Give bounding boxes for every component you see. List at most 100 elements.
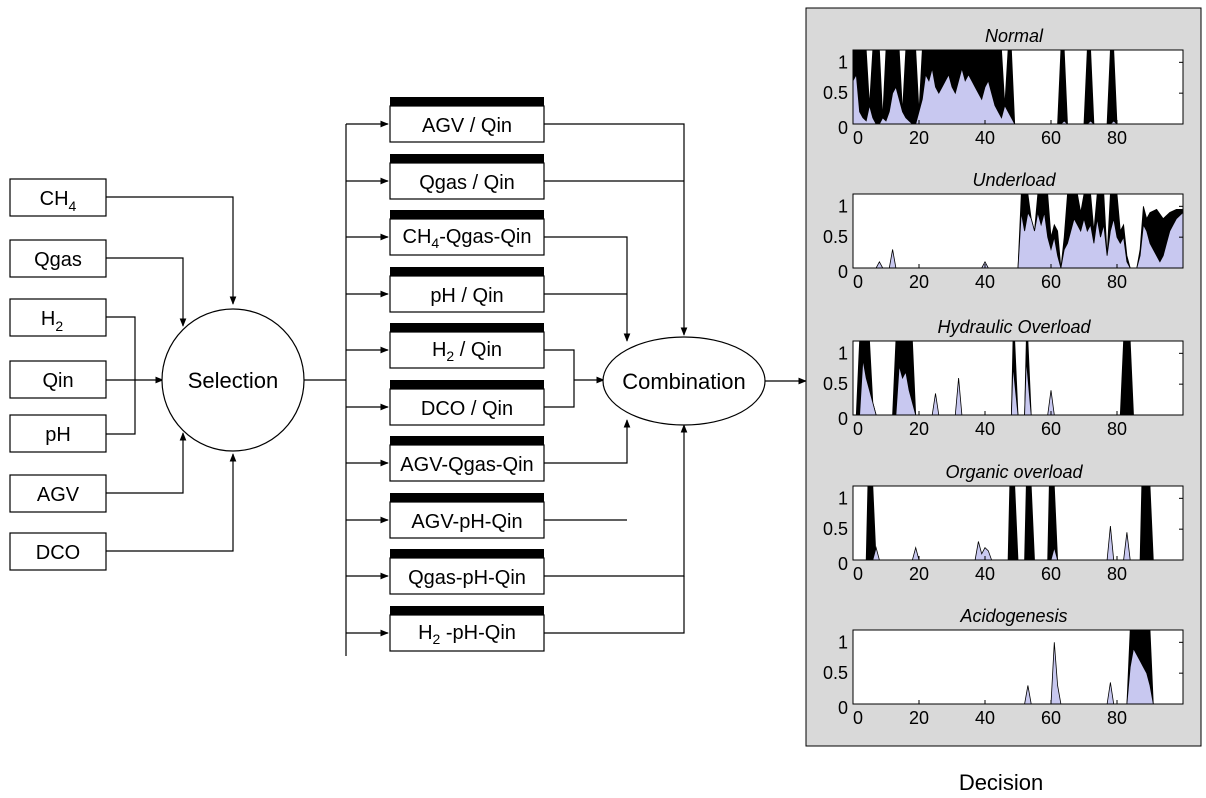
selection-node: Selection xyxy=(161,308,305,452)
plot-title: Organic overload xyxy=(945,462,1083,482)
x-tick-label: 40 xyxy=(975,272,995,292)
selection-label: Selection xyxy=(188,368,279,393)
x-tick-label: 20 xyxy=(909,419,929,439)
x-tick-label: 0 xyxy=(853,708,863,728)
x-tick-label: 0 xyxy=(853,128,863,148)
plot-title: Hydraulic Overload xyxy=(937,317,1091,337)
input-label: CH4 xyxy=(40,188,77,214)
decision-plot: Hydraulic Overload 0 20 40 60 80 0 0.5 1 xyxy=(823,317,1184,439)
model-box-qgas-qin: Qgas / Qin xyxy=(389,154,545,200)
input-boxes: CH4 Qgas H2 Qin pH AGV DCO xyxy=(9,178,107,571)
input-label: H2 xyxy=(41,308,63,334)
y-tick-label: 0 xyxy=(838,262,848,282)
x-tick-label: 0 xyxy=(853,564,863,584)
model-label: AGV-Qgas-Qin xyxy=(400,454,533,476)
input-box-ch4: CH4 xyxy=(9,178,107,217)
x-tick-label: 80 xyxy=(1107,272,1127,292)
model-box-ch4-qgas-qin: CH4-Qgas-Qin xyxy=(389,210,545,256)
y-tick-label: 0.5 xyxy=(823,519,848,539)
input-box-qgas: Qgas xyxy=(9,239,107,278)
x-tick-label: 0 xyxy=(853,419,863,439)
connector xyxy=(106,432,187,494)
model-box-h2-ph-qin: H2 -pH-Qin xyxy=(389,606,545,652)
x-tick-label: 60 xyxy=(1041,128,1061,148)
x-tick-label: 60 xyxy=(1041,564,1061,584)
model-label: Qgas-pH-Qin xyxy=(408,567,526,589)
y-tick-label: 0.5 xyxy=(823,83,848,103)
input-box-ph: pH xyxy=(9,414,107,453)
decision-plot: Acidogenesis 0 20 40 60 80 0 0.5 1 xyxy=(823,606,1184,728)
input-box-agv: AGV xyxy=(9,474,107,513)
model-label: AGV / Qin xyxy=(422,115,512,137)
x-tick-label: 0 xyxy=(853,272,863,292)
model-boxes: AGV / Qin Qgas / Qin CH4-Qgas-Qin pH / Q… xyxy=(389,97,545,652)
x-tick-label: 80 xyxy=(1107,128,1127,148)
input-label: Qgas xyxy=(34,249,82,271)
plot-border xyxy=(852,340,1184,416)
x-tick-label: 20 xyxy=(909,564,929,584)
model-box-ph-qin: pH / Qin xyxy=(389,267,545,313)
y-tick-label: 0 xyxy=(838,409,848,429)
plot-border xyxy=(852,629,1184,705)
connector xyxy=(106,453,237,552)
plot-area xyxy=(852,485,1184,561)
input-box-dco: DCO xyxy=(9,532,107,571)
model-label: H2 / Qin xyxy=(432,339,502,364)
model-label: Qgas / Qin xyxy=(419,172,515,194)
x-tick-label: 80 xyxy=(1107,564,1127,584)
x-tick-label: 60 xyxy=(1041,419,1061,439)
input-box-h2: H2 xyxy=(9,298,107,337)
plot-border xyxy=(852,485,1184,561)
x-tick-label: 20 xyxy=(909,272,929,292)
model-label: DCO / Qin xyxy=(421,398,513,420)
input-label: Qin xyxy=(42,370,73,392)
connector xyxy=(106,196,237,305)
selection-connectors xyxy=(304,120,389,656)
model-label: H2 -pH-Qin xyxy=(418,622,516,647)
y-tick-label: 0.5 xyxy=(823,374,848,394)
plot-title: Normal xyxy=(985,26,1044,46)
combination-label: Combination xyxy=(622,369,746,394)
model-box-h2-qin: H2 / Qin xyxy=(389,323,545,369)
x-tick-label: 60 xyxy=(1041,708,1061,728)
model-label: AGV-pH-Qin xyxy=(411,511,522,533)
model-label: CH4-Qgas-Qin xyxy=(403,226,532,251)
decision-plot: Normal 0 20 40 60 80 0 0.5 1 xyxy=(823,26,1184,148)
model-box-agv-qgas-qin: AGV-Qgas-Qin xyxy=(389,436,545,482)
y-tick-label: 0.5 xyxy=(823,227,848,247)
input-label: pH xyxy=(45,424,71,446)
y-tick-label: 1 xyxy=(838,488,848,508)
connector xyxy=(106,257,187,327)
y-tick-label: 0 xyxy=(838,554,848,574)
x-tick-label: 60 xyxy=(1041,272,1061,292)
plot-border xyxy=(852,193,1184,269)
y-tick-label: 1 xyxy=(838,196,848,216)
y-tick-label: 0.5 xyxy=(823,663,848,683)
decision-plot: Underload 0 20 40 60 80 0 0.5 1 xyxy=(823,170,1184,292)
x-tick-label: 40 xyxy=(975,564,995,584)
x-tick-label: 40 xyxy=(975,419,995,439)
plot-area xyxy=(852,193,1184,269)
input-box-qin: Qin xyxy=(9,360,107,399)
x-tick-label: 40 xyxy=(975,128,995,148)
x-tick-label: 80 xyxy=(1107,419,1127,439)
y-tick-label: 1 xyxy=(838,343,848,363)
input-connectors xyxy=(106,196,237,552)
decision-plot: Organic overload 0 20 40 60 80 0 0.5 1 xyxy=(823,462,1184,584)
y-tick-label: 0 xyxy=(838,698,848,718)
plot-title: Acidogenesis xyxy=(959,606,1067,626)
connector xyxy=(106,316,136,435)
plot-border xyxy=(852,49,1184,125)
model-box-agv-ph-qin: AGV-pH-Qin xyxy=(389,493,545,539)
model-box-agv-qin: AGV / Qin xyxy=(389,97,545,143)
model-box-dco-qin: DCO / Qin xyxy=(389,380,545,426)
y-tick-label: 0 xyxy=(838,118,848,138)
model-label: pH / Qin xyxy=(430,285,503,307)
input-label: DCO xyxy=(36,542,80,564)
y-tick-label: 1 xyxy=(838,52,848,72)
x-tick-label: 40 xyxy=(975,708,995,728)
plot-title: Underload xyxy=(972,170,1056,190)
input-label: AGV xyxy=(37,484,80,506)
